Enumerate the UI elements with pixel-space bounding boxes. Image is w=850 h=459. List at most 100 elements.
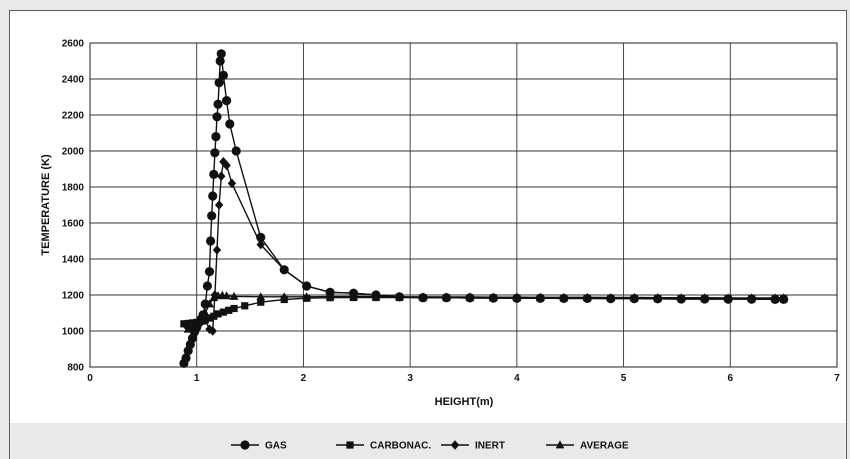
data-point-inert — [222, 160, 231, 171]
data-point-carbonac — [214, 310, 222, 318]
legend-label-carbonac: CARBONAC. — [370, 441, 431, 452]
data-point-average — [200, 308, 210, 317]
data-point-gas — [181, 353, 191, 363]
data-point-average — [222, 291, 231, 300]
legend-label-average: AVERAGE — [580, 441, 629, 452]
legend-marker-gas — [240, 440, 250, 450]
data-point-gas — [204, 267, 215, 277]
data-point-average — [606, 292, 616, 301]
data-point-inert — [280, 265, 289, 275]
data-point-inert — [302, 281, 311, 291]
data-point-gas — [211, 132, 221, 142]
x-tick-label: 2 — [301, 373, 307, 384]
y-tick-label: 1800 — [62, 183, 85, 194]
data-point-average — [302, 292, 312, 301]
y-tick-label: 800 — [67, 363, 84, 374]
axes — [89, 42, 838, 368]
data-point-average — [629, 292, 639, 301]
series-inert — [181, 157, 788, 336]
y-tick-label: 2000 — [62, 147, 85, 158]
data-point-average — [195, 315, 205, 324]
data-point-average — [465, 292, 475, 301]
series-line-gas — [183, 53, 784, 364]
x-axis-label: HEIGHT(m) — [435, 396, 494, 408]
data-point-average — [183, 324, 193, 333]
data-point-average — [190, 321, 199, 329]
legend-marker-average — [555, 440, 565, 449]
x-tick-label: 4 — [514, 373, 520, 384]
data-point-gas — [218, 70, 228, 80]
legend-label-gas: GAS — [265, 441, 287, 452]
y-tick-label: 2200 — [62, 111, 85, 122]
data-point-average — [279, 292, 289, 301]
data-point-average — [676, 293, 686, 302]
data-point-average — [256, 292, 266, 301]
plot-border — [89, 42, 838, 368]
data-point-inert — [214, 200, 224, 210]
data-point-average — [559, 292, 569, 301]
data-point-gas — [208, 191, 218, 201]
y-tick-label: 1600 — [62, 219, 85, 230]
data-point-carbonac — [230, 304, 238, 313]
legend-item-average: AVERAGE — [546, 440, 629, 452]
data-point-average — [349, 292, 358, 301]
series-layer — [179, 49, 789, 368]
data-point-average — [395, 292, 404, 301]
series-gas — [179, 49, 789, 368]
data-point-gas — [216, 49, 226, 59]
x-tick-label: 6 — [728, 373, 734, 384]
data-point-average — [700, 293, 710, 302]
data-point-average — [325, 292, 335, 301]
data-point-inert — [210, 290, 220, 300]
data-point-average — [779, 293, 789, 302]
x-tick-label: 7 — [834, 373, 840, 384]
legend-item-inert: INERT — [441, 440, 505, 452]
legend-item-carbonac: CARBONAC. — [336, 441, 431, 452]
legend-label-inert: INERT — [475, 441, 505, 452]
legend-strip — [9, 423, 847, 459]
data-point-gas — [202, 281, 212, 291]
y-tick-label: 2400 — [62, 75, 85, 86]
data-point-average — [747, 293, 757, 302]
legend-item-gas: GAS — [231, 440, 287, 452]
data-point-average — [418, 292, 428, 301]
data-point-average — [582, 292, 592, 301]
data-point-average — [653, 293, 663, 302]
x-tick-label: 1 — [194, 373, 200, 384]
data-point-average — [229, 291, 239, 300]
data-point-average — [371, 292, 381, 301]
tick-labels: 800 1000 1200 1400 1600 1800 2000 2200 2400 2600 0… — [62, 39, 840, 385]
data-point-inert — [208, 326, 217, 336]
y-tick-label: 1200 — [62, 291, 85, 302]
data-point-average — [723, 293, 733, 302]
data-point-average — [488, 292, 498, 301]
data-point-carbonac — [257, 298, 265, 306]
data-point-average — [205, 299, 214, 308]
data-point-inert — [187, 319, 196, 330]
data-point-gas — [231, 146, 241, 156]
data-point-carbonac — [225, 306, 233, 314]
data-point-gas — [215, 56, 225, 66]
data-point-average — [442, 292, 451, 301]
data-point-gas — [212, 112, 222, 122]
x-tick-label: 0 — [87, 373, 93, 384]
data-point-inert — [219, 157, 228, 167]
data-point-inert — [217, 171, 226, 181]
y-axis-label: TEMPERATURE (K) — [40, 154, 52, 256]
data-point-gas — [210, 148, 220, 158]
data-point-inert — [256, 239, 265, 250]
data-point-gas — [213, 99, 223, 109]
y-tick-label: 1400 — [62, 255, 85, 266]
data-point-inert — [212, 245, 222, 255]
x-tick-label: 3 — [407, 373, 413, 384]
x-tick-label: 5 — [621, 373, 627, 384]
data-point-gas — [221, 96, 232, 106]
data-point-carbonac — [205, 314, 214, 322]
data-point-carbonac — [241, 302, 249, 310]
legend: GAS CARBONAC. INERT AVERAGE — [231, 440, 629, 452]
data-point-average — [535, 292, 545, 301]
data-point-average — [512, 292, 522, 301]
data-point-gas — [225, 119, 235, 129]
series-line-carbonac — [183, 296, 784, 325]
